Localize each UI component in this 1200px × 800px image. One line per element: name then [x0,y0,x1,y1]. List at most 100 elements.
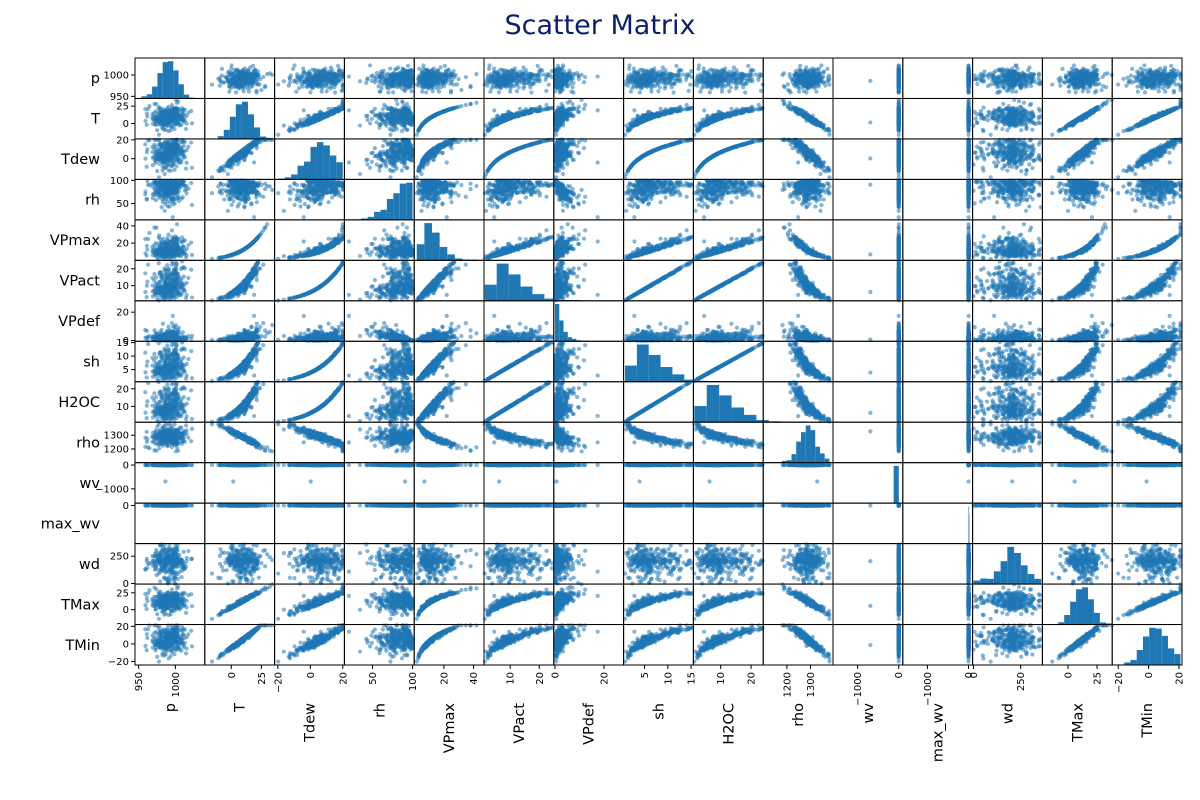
histogram-bar [179,84,184,98]
scatter-point [376,84,380,88]
scatter-point [298,74,302,78]
scatter-point [408,80,412,84]
scatter-point [252,79,256,83]
scatter-point [218,79,222,83]
scatter-point [336,64,340,68]
scatter-point [368,63,372,67]
scatter-point [294,90,298,94]
scatter-point [218,76,222,80]
scatter-point [297,86,301,90]
scatter-point [388,85,392,89]
scatter-point [536,64,540,68]
scatter-point [373,76,377,80]
scatter-point [455,82,459,86]
cell-p-p [142,61,195,98]
scatter-point [409,74,413,78]
scatter-point [427,85,431,89]
scatter-point [488,90,492,94]
scatter-point [417,67,421,71]
scatter-point [401,72,405,76]
scatter-point [311,85,315,89]
scatter-point [451,69,455,73]
scatter-point [288,76,292,80]
histogram-bar [168,61,173,98]
scatter-point [391,90,395,94]
scatter-point [436,68,440,72]
scatter-point [424,90,428,94]
scatter-point [403,89,407,93]
histogram-bar [152,87,157,99]
scatter-point [316,70,320,74]
scatter-point [325,89,329,93]
scatter-point [317,81,321,85]
scatter-point [257,82,261,86]
scatter-point [433,79,437,83]
scatter-point [381,69,385,73]
scatter-point [393,67,397,71]
scatter-point [444,75,448,79]
scatter-point [347,74,351,78]
scatter-point [235,70,239,74]
scatter-point [449,90,453,94]
scatter-point [218,83,222,87]
cell-p-rh [347,63,415,94]
scatter-point [452,75,456,79]
scatter-point [270,73,274,77]
scatter-point [428,79,432,83]
scatter-point [234,90,238,94]
scatter-point [291,67,295,71]
scatter-point [246,68,250,72]
cell-p-tdew [276,63,345,94]
histogram-bar [184,95,189,99]
scatter-point [338,68,342,72]
scatter-point [386,90,390,94]
scatter-point [409,70,413,74]
scatter-point [333,90,337,94]
scatter-point [325,74,329,78]
scatter-point [403,68,407,72]
scatter-point [295,78,299,82]
scatter-point [400,79,404,83]
scatter-point [227,90,231,94]
scatter-point [420,90,424,94]
scatter-point [320,89,324,93]
scatter-point [459,88,463,92]
scatter-point [322,79,326,83]
scatter-point [230,79,234,83]
scatter-point [438,76,442,80]
scatter-point [340,89,344,93]
scatter-point [276,82,280,86]
scatter-point [444,79,448,83]
scatter-point [242,74,246,78]
scatter-point [422,72,426,76]
histogram-bar [147,94,152,98]
histogram-bar [157,73,162,98]
scatter-point [403,83,407,87]
scatter-point [474,72,478,76]
scatter-point [330,68,334,72]
scatter-point [389,76,393,80]
histogram-bar [173,70,178,98]
scatter-point [443,64,447,68]
scatter-point [242,89,246,93]
scatter-point [234,77,238,81]
scatter-point [436,72,440,76]
scatter-point [422,79,426,83]
scatter-point [329,86,333,90]
cell-p-vpmax [415,63,479,94]
scatter-point [312,68,316,72]
scatter-point [309,72,313,76]
scatter-point [394,75,398,79]
scatter-point [227,73,231,77]
scatter-point [379,79,383,83]
scatter-point [358,79,362,83]
scatter-point [210,82,214,86]
scatter-point [468,84,472,88]
scatter-point [288,80,292,84]
scatter-point [253,68,257,72]
scatter-point [456,77,460,81]
scatter-point [365,76,369,80]
scatter-point [261,75,265,79]
scatter-point [431,74,435,78]
